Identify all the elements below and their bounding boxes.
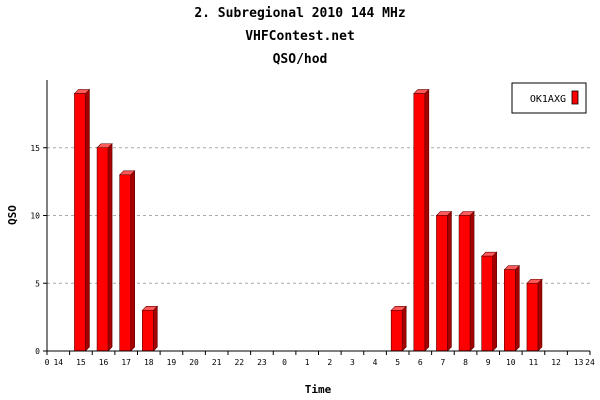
chart-unit-title: QSO/hod	[272, 52, 328, 67]
bar-side	[492, 251, 497, 352]
x-tick-label-start: 0	[45, 358, 50, 367]
x-tick-label: 0	[282, 358, 287, 367]
bar-front	[481, 255, 493, 352]
x-tick-label: 22	[234, 358, 244, 367]
legend: OK1AXG	[511, 82, 587, 114]
y-tick-label: 10	[30, 212, 40, 221]
x-axis-label: Time	[305, 383, 332, 396]
bar-side	[153, 305, 158, 352]
y-tick-label: 5	[35, 279, 40, 288]
chart-subtitle: VHFContest.net	[245, 29, 355, 44]
bar-side	[130, 170, 135, 352]
bar	[458, 210, 475, 352]
bar	[480, 251, 498, 352]
x-tick-label: 18	[144, 358, 154, 367]
x-tick-label-end: 24	[585, 358, 595, 367]
x-tick-label: 5	[395, 358, 400, 367]
x-tick-label: 15	[76, 358, 86, 367]
legend-swatch-box	[571, 90, 579, 105]
x-tick-label: 12	[551, 358, 561, 367]
chart-title: 2. Subregional 2010 144 MHz	[194, 6, 406, 21]
bar	[390, 305, 407, 352]
bar-side	[447, 210, 452, 352]
bar	[503, 264, 521, 352]
bar-front	[390, 310, 403, 352]
bar	[141, 305, 159, 352]
bar	[413, 88, 430, 352]
y-ticks: 0 5 10 15	[30, 144, 47, 356]
bars	[73, 88, 543, 352]
x-tick-label: 1	[305, 358, 310, 367]
legend-label: OK1AXG	[530, 94, 566, 105]
x-tick-label: 3	[350, 358, 355, 367]
bar-side	[401, 305, 407, 352]
x-tick-label: 19	[167, 358, 177, 367]
x-tick-label: 7	[441, 358, 446, 367]
x-tick-label: 21	[212, 358, 222, 367]
bar-side	[469, 210, 475, 352]
x-tick-label: 23	[257, 358, 267, 367]
bar-front	[142, 310, 154, 352]
bar	[435, 210, 453, 352]
x-tick-label: 13	[574, 358, 584, 367]
bar-front	[74, 93, 86, 352]
bar-side	[85, 88, 90, 352]
x-tick-label: 4	[373, 358, 378, 367]
grid-lines	[47, 147, 590, 284]
x-tick-label: 10	[506, 358, 516, 367]
x-tick-label: 14	[53, 358, 63, 367]
y-tick-label: 0	[35, 347, 40, 356]
legend-swatch	[571, 90, 579, 105]
bar-front	[119, 174, 131, 352]
bar	[526, 278, 543, 352]
x-tick-label: 2	[327, 358, 332, 367]
bar-front	[436, 215, 448, 352]
bar-side	[515, 264, 520, 352]
bar-side	[424, 88, 430, 352]
x-tick-label: 6	[418, 358, 423, 367]
x-tick-label: 8	[463, 358, 468, 367]
bar-front	[413, 93, 426, 352]
y-axis-label: QSO	[6, 205, 19, 225]
bar	[96, 143, 113, 352]
bar-front	[526, 282, 539, 352]
bar-front	[504, 269, 516, 352]
x-tick-label: 20	[189, 358, 199, 367]
bar-side	[107, 143, 113, 352]
bar	[73, 88, 91, 352]
x-tick-label: 16	[99, 358, 109, 367]
x-tick-label: 11	[529, 358, 539, 367]
bar-front	[96, 147, 109, 352]
bar-front	[458, 215, 471, 352]
y-tick-label: 15	[30, 144, 40, 153]
bar-side	[537, 278, 543, 352]
x-tick-label: 9	[486, 358, 491, 367]
bar	[118, 170, 136, 352]
x-tick-label: 17	[121, 358, 131, 367]
